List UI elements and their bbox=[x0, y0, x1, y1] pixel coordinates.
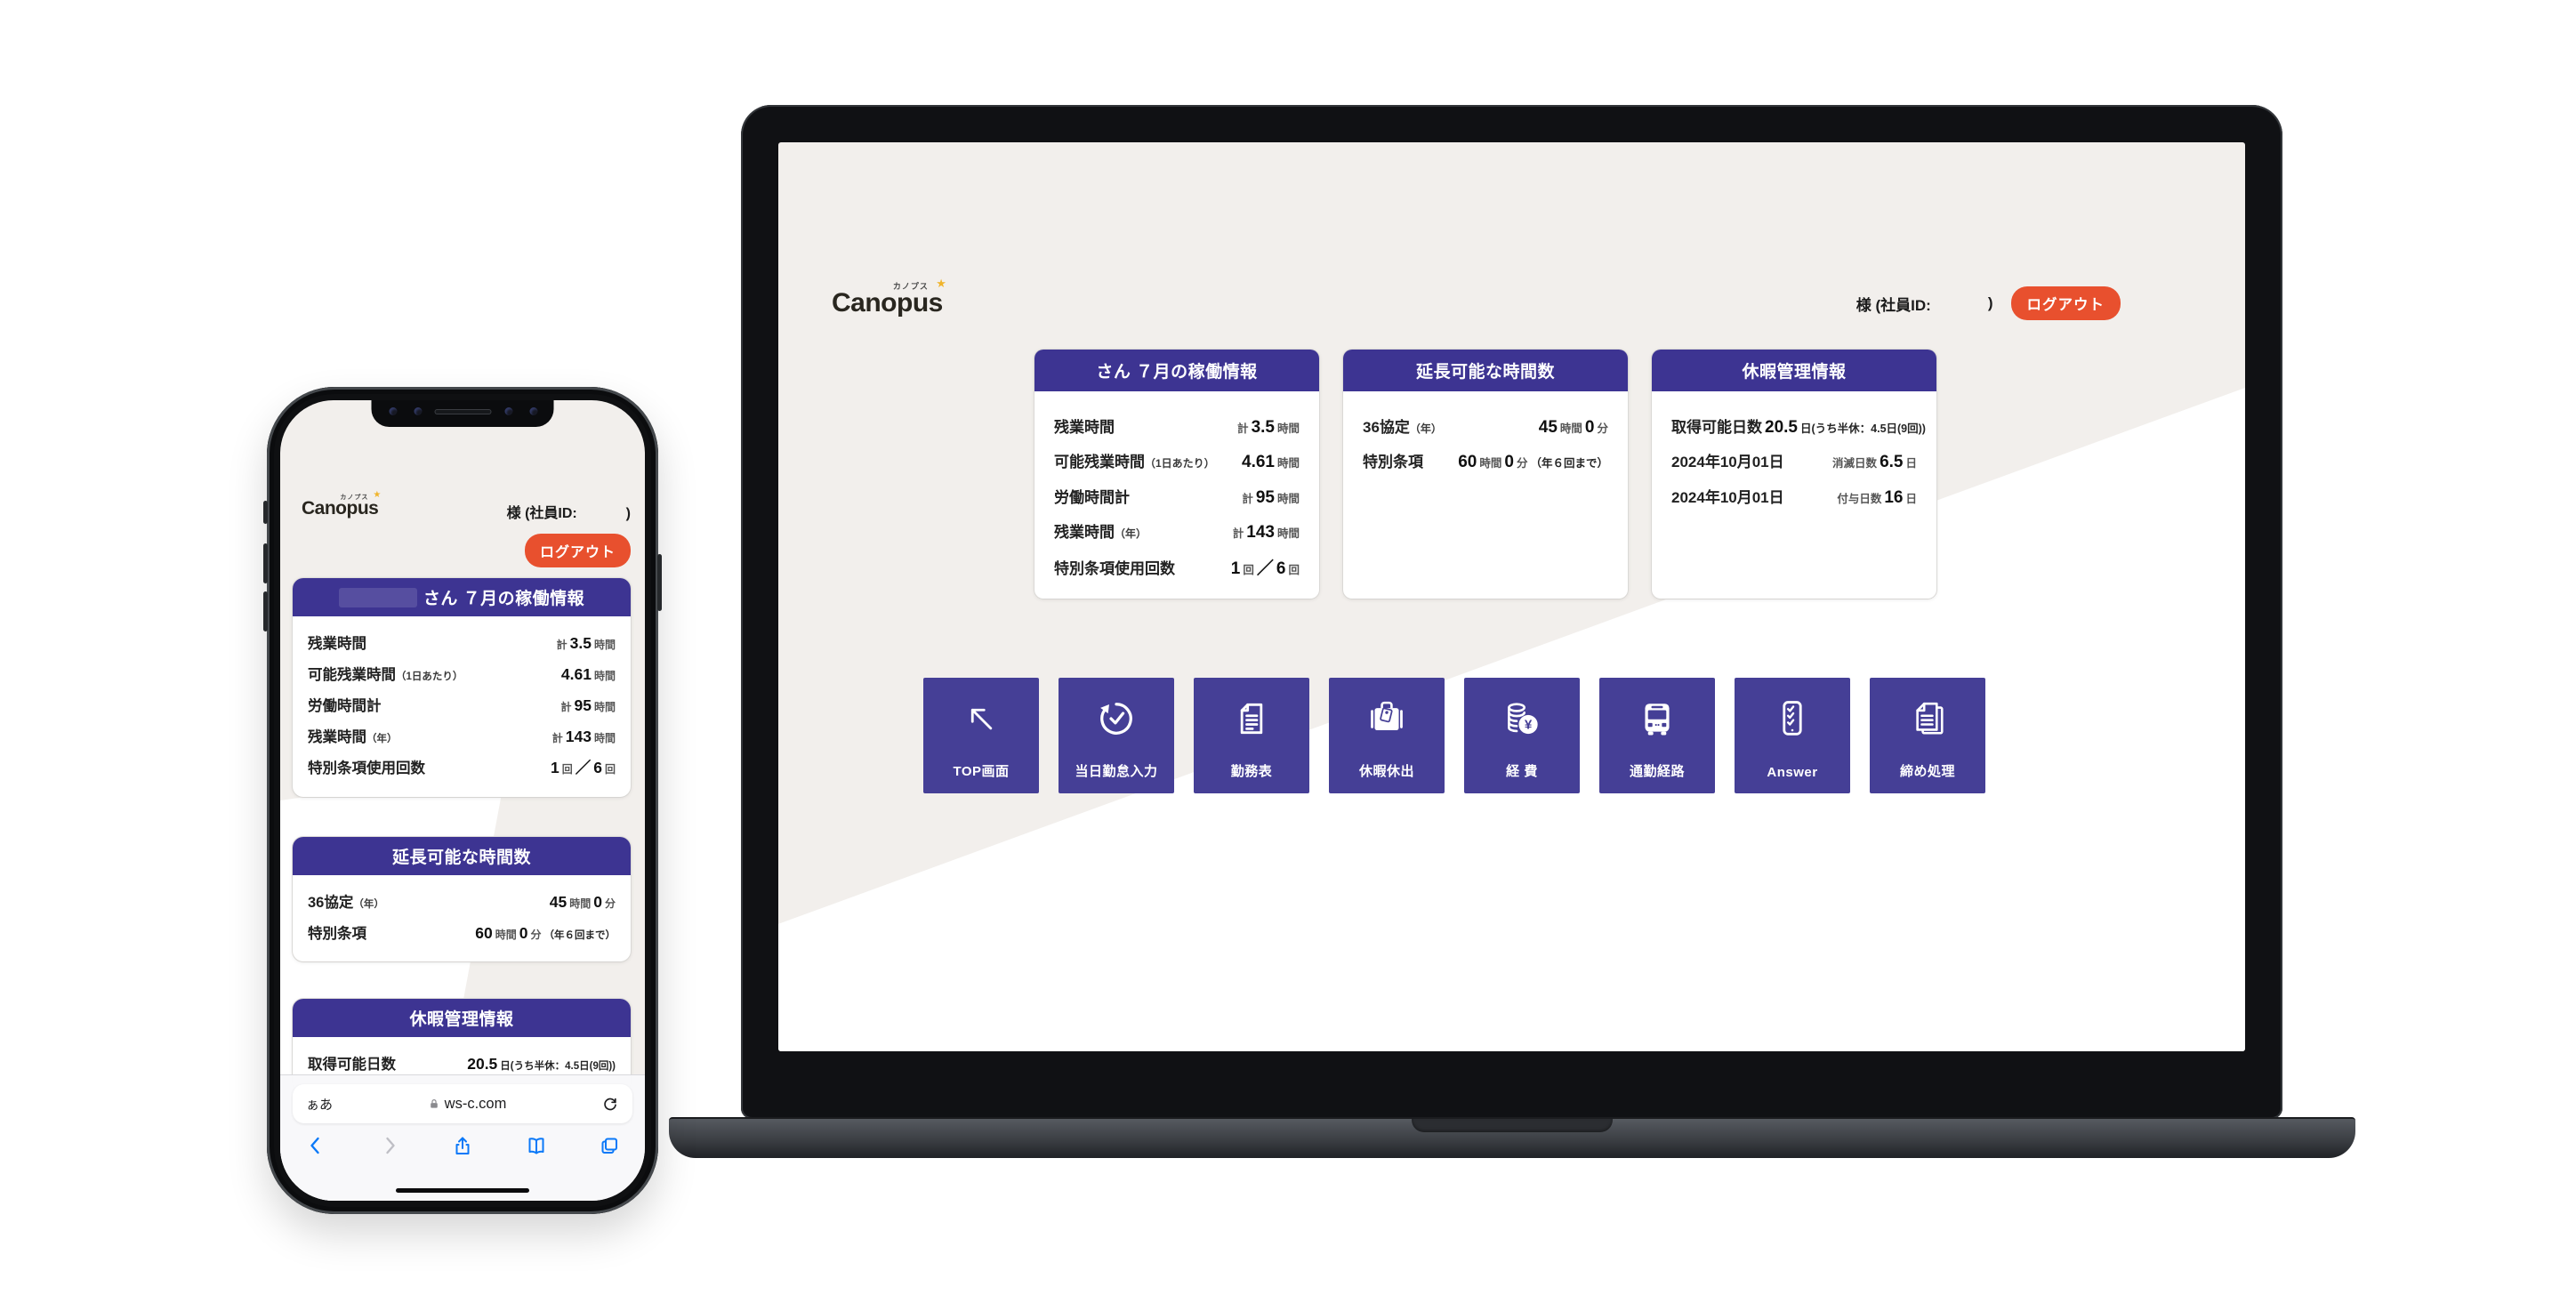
phone-notch bbox=[371, 400, 554, 427]
table-row: 残業時間（年） 計 143 時間 bbox=[1054, 523, 1300, 542]
table-row: 労働時間計 計 95 時間 bbox=[308, 696, 616, 714]
bus-icon bbox=[1645, 704, 1670, 736]
card-title: さん ７月の稼働情報 bbox=[293, 578, 631, 616]
logo-wordmark: Canopus bbox=[832, 288, 943, 318]
phone-check-icon bbox=[1783, 701, 1802, 736]
schedule-doc-icon bbox=[1240, 703, 1263, 735]
logo-wordmark: Canopus bbox=[302, 498, 379, 519]
card-monthly-work-info: さん ７月の稼働情報 残業時間 計 3.5 時間 可能残業時間（1日あたり） 4.6… bbox=[1034, 350, 1319, 599]
card-title: 休暇管理情報 bbox=[293, 999, 631, 1037]
camera-dot-icon bbox=[504, 407, 513, 415]
safari-bottom-chrome: ぁあ ws-c.com bbox=[280, 1074, 645, 1201]
table-row: 可能残業時間（1日あたり） 4.61 時間 bbox=[1054, 453, 1300, 471]
menu-tile-vacation[interactable]: 休暇休出 bbox=[1329, 678, 1445, 793]
menu-tile-work-schedule[interactable]: 勤務表 bbox=[1194, 678, 1309, 793]
laptop-hinge-notch bbox=[1412, 1119, 1613, 1132]
menu-tile-daily-attendance[interactable]: 当日勤怠入力 bbox=[1059, 678, 1174, 793]
address-text: ws-c.com bbox=[333, 1096, 601, 1113]
menu-tile-closing[interactable]: 締め処理 bbox=[1870, 678, 1985, 793]
table-row: 取得可能日数 20.5 日(うち半休：4.5日(9回)) bbox=[1671, 417, 1926, 437]
safari-toolbar bbox=[280, 1123, 645, 1156]
menu-tile-answer[interactable]: Answer bbox=[1735, 678, 1850, 793]
table-row: 特別条項 60 時間 0 分（年６回まで） bbox=[308, 924, 616, 942]
camera-dot-icon bbox=[529, 407, 538, 415]
redacted-name bbox=[338, 587, 417, 607]
arrow-up-left-icon bbox=[970, 708, 993, 730]
url-bar[interactable]: ぁあ ws-c.com bbox=[293, 1084, 632, 1123]
clock-history-icon bbox=[1100, 703, 1132, 735]
share-icon[interactable] bbox=[452, 1135, 473, 1156]
card-title: 延長可能な時間数 bbox=[293, 837, 631, 875]
docs-stack-icon bbox=[1916, 702, 1944, 735]
forward-icon[interactable] bbox=[379, 1135, 400, 1156]
phone-mute-switch bbox=[263, 501, 268, 524]
table-row: 2024年10月01日 付与日数 16 日 bbox=[1671, 487, 1917, 507]
user-info: 様 (社員ID: ) bbox=[1856, 293, 1993, 315]
url-text: ws-c.com bbox=[444, 1095, 507, 1112]
card-title: さん ７月の稼働情報 bbox=[1034, 350, 1319, 391]
back-icon[interactable] bbox=[305, 1135, 326, 1156]
user-label-close: ) bbox=[625, 506, 631, 521]
table-row: 36協定（年） 45 時間 0 分 bbox=[308, 893, 616, 911]
star-icon: ★ bbox=[373, 490, 382, 500]
user-label: 様 (社員ID: bbox=[1856, 296, 1931, 314]
info-cards-column: さん ７月の稼働情報 残業時間 計 3.5 時間 可能残業時間（1日あたり） 4.6… bbox=[293, 578, 632, 1092]
info-cards-row: さん ７月の稼働情報 残業時間 計 3.5 時間 可能残業時間（1日あたり） 4.6… bbox=[1034, 350, 1936, 599]
user-label-close: ) bbox=[1987, 294, 1993, 311]
tabs-icon[interactable] bbox=[599, 1135, 620, 1156]
logo-ruby: カノプス bbox=[892, 282, 929, 291]
phone-volume-up-button bbox=[263, 543, 268, 583]
table-row: 36協定（年） 45 時間 0 分 bbox=[1363, 417, 1608, 437]
user-info: 様 (社員ID: ) bbox=[507, 501, 631, 522]
camera-dot-icon bbox=[414, 407, 423, 415]
card-vacation-info: 休暇管理情報 取得可能日数 20.5 日(うち半休：4.5日(9回)) 2024年… bbox=[1652, 350, 1936, 599]
menu-tile-top[interactable]: TOP画面 bbox=[923, 678, 1039, 793]
card-title: 休暇管理情報 bbox=[1652, 350, 1936, 391]
table-row: 2024年10月01日 消滅日数 6.5 日 bbox=[1671, 453, 1917, 471]
table-row: 取得可能日数 20.5 日(うち半休：4.5日(9回)) bbox=[308, 1055, 616, 1073]
home-indicator[interactable] bbox=[396, 1187, 529, 1193]
menu-tile-expenses[interactable]: ¥ 経 費 bbox=[1464, 678, 1580, 793]
card-extendable-hours: 延長可能な時間数 36協定（年） 45 時間 0 分 特別条項 60 時間 0 分（年６回ま… bbox=[293, 837, 631, 961]
logo-ruby: カノプス bbox=[340, 495, 369, 501]
phone-screen: カノプス ★ Canopus 様 (社員ID: ) ログアウト bbox=[280, 400, 645, 1201]
table-row: 特別条項 60 時間 0 分（年６回まで） bbox=[1363, 453, 1608, 471]
refresh-icon[interactable] bbox=[601, 1095, 619, 1113]
menu-tiles-row: TOP画面 当日勤怠入力 勤務表 休暇休出 ¥ 経 費 bbox=[923, 678, 1985, 793]
card-extendable-hours: 延長可能な時間数 36協定（年） 45 時間 0 分 特別条項 60 時間 0 分（年６回ま… bbox=[1343, 350, 1628, 599]
laptop-base bbox=[669, 1117, 2355, 1158]
logout-button[interactable]: ログアウト bbox=[2010, 286, 2121, 320]
menu-tile-commute-route[interactable]: 通勤経路 bbox=[1599, 678, 1715, 793]
phone-frame: カノプス ★ Canopus 様 (社員ID: ) ログアウト bbox=[263, 387, 662, 1214]
table-row: 労働時間計 計 95 時間 bbox=[1054, 487, 1300, 507]
speaker-slit bbox=[434, 409, 491, 414]
canopus-logo: カノプス ★ Canopus bbox=[302, 490, 381, 519]
suitcase-icon bbox=[1371, 701, 1403, 730]
coins-yen-icon: ¥ bbox=[1508, 703, 1538, 735]
table-row: 残業時間 計 3.5 時間 bbox=[308, 634, 616, 652]
laptop-frame: カノプス ★ Canopus 様 (社員ID: ) ログアウト さん ７月の稼働… bbox=[741, 105, 2282, 1119]
svg-text:¥: ¥ bbox=[1525, 718, 1533, 733]
table-row: 残業時間（年） 計 143 時間 bbox=[308, 728, 616, 745]
user-label: 様 (社員ID: bbox=[506, 506, 577, 521]
canopus-logo: カノプス ★ Canopus bbox=[832, 277, 946, 318]
card-title: 延長可能な時間数 bbox=[1343, 350, 1628, 391]
phone-power-button bbox=[657, 554, 662, 611]
lock-icon bbox=[430, 1099, 438, 1108]
app-header: カノプス ★ Canopus 様 (社員ID: ) ログアウト bbox=[302, 490, 631, 567]
laptop-screen: カノプス ★ Canopus 様 (社員ID: ) ログアウト さん ７月の稼働… bbox=[778, 142, 2245, 1051]
app-header: カノプス ★ Canopus 様 (社員ID: ) ログアウト bbox=[832, 277, 2121, 324]
table-row: 特別条項使用回数 1 回／ 6 回 bbox=[308, 759, 616, 776]
table-row: 特別条項使用回数 1 回／ 6 回 bbox=[1054, 559, 1300, 578]
card-monthly-work-info: さん ７月の稼働情報 残業時間 計 3.5 時間 可能残業時間（1日あたり） 4.6… bbox=[293, 578, 631, 797]
star-icon: ★ bbox=[936, 277, 946, 290]
reader-mode-button[interactable]: ぁあ bbox=[306, 1097, 334, 1113]
logout-button[interactable]: ログアウト bbox=[524, 534, 631, 567]
bookmarks-icon[interactable] bbox=[526, 1135, 547, 1156]
camera-dot-icon bbox=[389, 407, 398, 415]
phone-volume-down-button bbox=[263, 591, 268, 631]
table-row: 残業時間 計 3.5 時間 bbox=[1054, 417, 1300, 437]
table-row: 可能残業時間（1日あたり） 4.61 時間 bbox=[308, 665, 616, 683]
